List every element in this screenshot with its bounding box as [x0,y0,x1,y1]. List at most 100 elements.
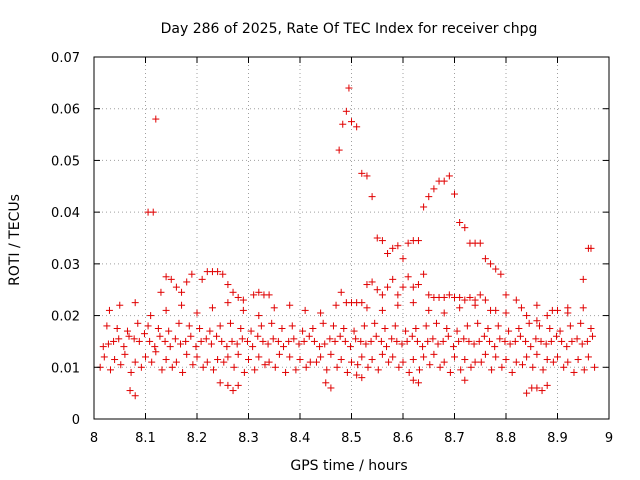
data-point [414,281,422,289]
data-point [165,327,173,335]
data-point [439,337,447,345]
data-point [240,368,248,376]
data-point [523,312,531,320]
x-tick-label: 8.3 [238,431,259,446]
data-point [470,340,478,348]
data-point [331,337,339,345]
data-point [137,363,145,371]
data-point [104,340,112,348]
data-point [533,384,541,392]
data-point [389,353,397,361]
data-point [440,177,448,185]
data-point [533,350,541,358]
data-point [440,309,448,317]
data-point [409,283,417,291]
data-point [502,291,510,299]
data-point [466,293,474,301]
data-point [579,304,587,312]
data-point [456,293,464,301]
y-tick-label: 0.07 [51,51,80,66]
data-point [332,301,340,309]
data-point [216,379,224,387]
data-point [239,296,247,304]
data-point [207,340,215,348]
data-point [352,335,360,343]
data-point [378,350,386,358]
data-point [543,312,551,320]
data-point [198,275,206,283]
data-point [529,363,537,371]
data-point [261,361,269,369]
data-point [481,296,489,304]
data-point [185,322,193,330]
data-point [426,361,434,369]
data-point [563,343,571,351]
data-point [177,340,185,348]
data-point [542,340,550,348]
data-point [517,304,525,312]
data-point [326,335,334,343]
y-axis-label: ROTI / TECUs [7,194,23,286]
data-point [408,332,416,340]
data-point [481,255,489,263]
data-point [229,288,237,296]
data-point [341,337,349,345]
data-point [292,366,300,374]
data-point [515,325,523,332]
y-tick-label: 0.02 [51,310,80,325]
data-point [280,343,288,351]
data-point [234,350,242,358]
data-point [255,288,263,296]
data-point [362,340,370,348]
data-point [147,312,155,320]
x-tick-label: 8 [90,431,98,446]
data-point [197,337,205,345]
data-point [226,319,234,327]
data-point [239,306,247,314]
data-point [130,335,138,343]
data-point [419,343,427,351]
data-point [554,306,561,314]
data-point [100,353,108,361]
data-point [409,376,417,384]
data-point [446,368,454,376]
data-point [206,327,214,335]
data-point [126,387,134,395]
data-point [377,337,385,345]
data-point [481,350,489,358]
data-point [558,337,566,345]
data-point [348,118,355,126]
data-point [115,335,123,343]
data-point [306,358,314,366]
data-point [257,322,265,330]
data-point [151,343,159,351]
data-point [131,299,139,307]
data-point [399,255,407,263]
data-point [134,319,142,327]
data-point [322,379,330,387]
x-axis-label: GPS time / hours [290,458,407,474]
data-point [420,353,428,361]
data-point [430,185,438,193]
data-point [111,356,119,364]
y-tick-label: 0.05 [51,154,80,169]
data-point [171,335,179,343]
x-tick-label: 8.6 [393,431,414,446]
data-point [149,208,157,216]
data-point [440,293,448,301]
data-point [353,371,361,379]
data-point [214,356,222,364]
data-point [213,332,221,340]
data-point [182,337,190,345]
data-point [218,337,226,345]
data-point [152,115,160,123]
data-point [535,322,543,330]
data-point [348,358,355,366]
data-point [474,319,482,327]
data-point [127,368,135,376]
x-tick-label: 8.4 [290,431,311,446]
data-point [290,335,298,343]
data-point [265,291,273,299]
data-point [125,332,133,340]
data-point [445,172,453,180]
